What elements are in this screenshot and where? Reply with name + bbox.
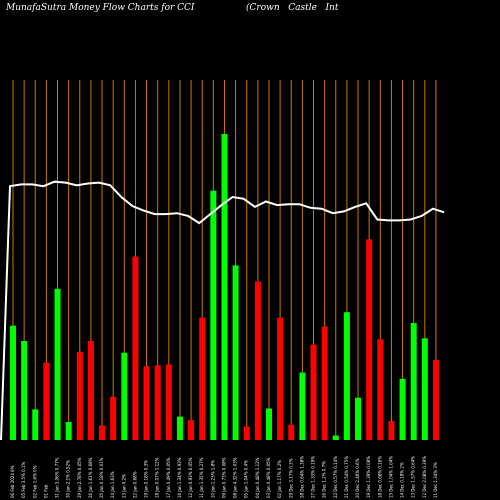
x-tick-label: 28 Dec 0.64% 1.38% xyxy=(299,456,304,498)
x-tick-label: 21 Dec 0.54% 0.75% xyxy=(344,456,349,498)
bar xyxy=(421,338,428,440)
bar xyxy=(10,325,16,440)
bar xyxy=(154,365,161,440)
x-tick-label: 13 Dec 1.57% 0.64% xyxy=(411,456,416,498)
bar xyxy=(221,134,228,440)
bar xyxy=(54,288,61,440)
x-tick-label: 17 Jan 0.49% 0.05% xyxy=(166,457,171,498)
bar xyxy=(176,416,183,440)
bar xyxy=(321,326,328,440)
bar xyxy=(410,323,417,440)
bar xyxy=(65,422,72,440)
x-tick-label: 10 Jan 1.23% 1.8% xyxy=(210,460,215,498)
x-tick-label: 02 Jan 1.17% 0.2% xyxy=(277,460,282,498)
bar xyxy=(132,256,139,440)
bar xyxy=(377,339,384,440)
x-tick-label: 04 Jan 0.48% 1.12% xyxy=(255,457,260,498)
bar xyxy=(310,344,317,440)
x-tick-label: 29 Jan 2.78% 0.05% xyxy=(77,457,82,498)
bar xyxy=(277,317,284,440)
x-tick-label: 06 Feb 2024 8% xyxy=(10,465,15,498)
x-tick-label: 27 Dec 1.33% 0.19% xyxy=(311,456,316,498)
x-tick-label: 22 Jan 0.68% xyxy=(132,471,137,498)
x-tick-label: 25 Jan 0.18% 0.01% xyxy=(99,457,104,498)
bar xyxy=(232,265,239,440)
bar xyxy=(110,396,117,440)
x-tick-label: 31 Jan 3.06% 0.77% xyxy=(55,457,60,498)
x-tick-label: 19 Jan 0.18% 0.3% xyxy=(144,460,149,498)
x-tick-label: 03 Jan 0.48% 0.05% xyxy=(266,457,271,498)
bar xyxy=(76,351,83,440)
x-tick-label: 16 Jan 1.34% 0.93% xyxy=(177,457,182,498)
bar xyxy=(143,366,150,440)
x-tick-label: 12 Dec 2.08% 0.39% xyxy=(422,456,427,498)
x-tick-label: 09 Jan 0.73% 0.08% xyxy=(221,457,226,498)
bar xyxy=(299,372,306,440)
bar xyxy=(243,426,250,440)
bar xyxy=(21,341,28,440)
x-tick-label: 14 Dec 0.18% 2% xyxy=(400,462,405,498)
x-tick-label: 26 Jan 1.61% 0.68% xyxy=(88,457,93,498)
bar xyxy=(254,281,261,440)
chart-subtitle: (Crown Castle Int xyxy=(246,3,339,13)
x-tick-label: 23 Jan 0.2% xyxy=(121,474,126,498)
x-tick-label: 15 Dec 1.04% 1.04% xyxy=(388,456,393,498)
bar xyxy=(288,424,295,440)
bar xyxy=(199,317,206,440)
bar xyxy=(332,435,339,440)
x-tick-label: 24 Jan 1.63% xyxy=(110,471,115,498)
x-tick-label: 29 Dec 3.17% 0.3% xyxy=(288,458,293,498)
bar xyxy=(87,341,94,440)
chart-title: MunafaSutra Money Flow Charts for CCI xyxy=(6,3,195,13)
bar xyxy=(32,409,39,440)
x-axis-labels: 06 Feb 2024 8% 05 Feb 3.5% 0.1% 02 Feb 1.6… xyxy=(10,456,438,498)
bar xyxy=(121,352,128,440)
bar xyxy=(355,397,362,440)
x-tick-label: 22 Dec 0.57% 0.14% xyxy=(333,456,338,498)
x-tick-label: 26 Dec 1.2% 0.7% xyxy=(322,461,327,498)
bar xyxy=(165,364,172,440)
x-tick-label: 05 Feb 3.5% 0.1% xyxy=(21,461,26,498)
x-tick-label: 11 Dec 1.34% 3% xyxy=(433,462,438,498)
x-tick-label: 11 Jan 1.35% 0.27% xyxy=(199,457,204,498)
bar xyxy=(188,420,195,440)
x-tick-label: 19 Dec 1.39% 0.08% xyxy=(366,456,371,498)
x-tick-label: 12 Jan 0.93% 0.05% xyxy=(188,457,193,498)
bar xyxy=(210,190,217,440)
x-tick-label: 30 Jan 2.1% 0.52% xyxy=(66,460,71,498)
bar xyxy=(343,312,350,440)
x-tick-label: 02 Feb 1.6% 0% xyxy=(32,465,37,498)
x-tick-label: 18 Jan 0.07% 1.12% xyxy=(155,457,160,498)
bar xyxy=(399,378,406,440)
bar xyxy=(366,239,373,440)
price-line-group xyxy=(0,180,445,441)
bar xyxy=(265,408,272,440)
bar xyxy=(43,362,50,440)
bar xyxy=(99,425,106,440)
x-tick-label: 20 Dec 2.46% 0.6% xyxy=(355,458,360,498)
bar xyxy=(388,421,395,440)
bars xyxy=(10,134,439,440)
x-tick-label: 08 Jan 4.32% 1.03% xyxy=(233,457,238,498)
bar xyxy=(432,359,439,440)
x-tick-label: 01 Feb xyxy=(43,484,48,498)
x-tick-label: 05 Jan 1.04% 0.4% xyxy=(244,460,249,498)
price-line xyxy=(0,180,445,441)
x-tick-label: 18 Dec 0.68% 0.16% xyxy=(377,456,382,498)
